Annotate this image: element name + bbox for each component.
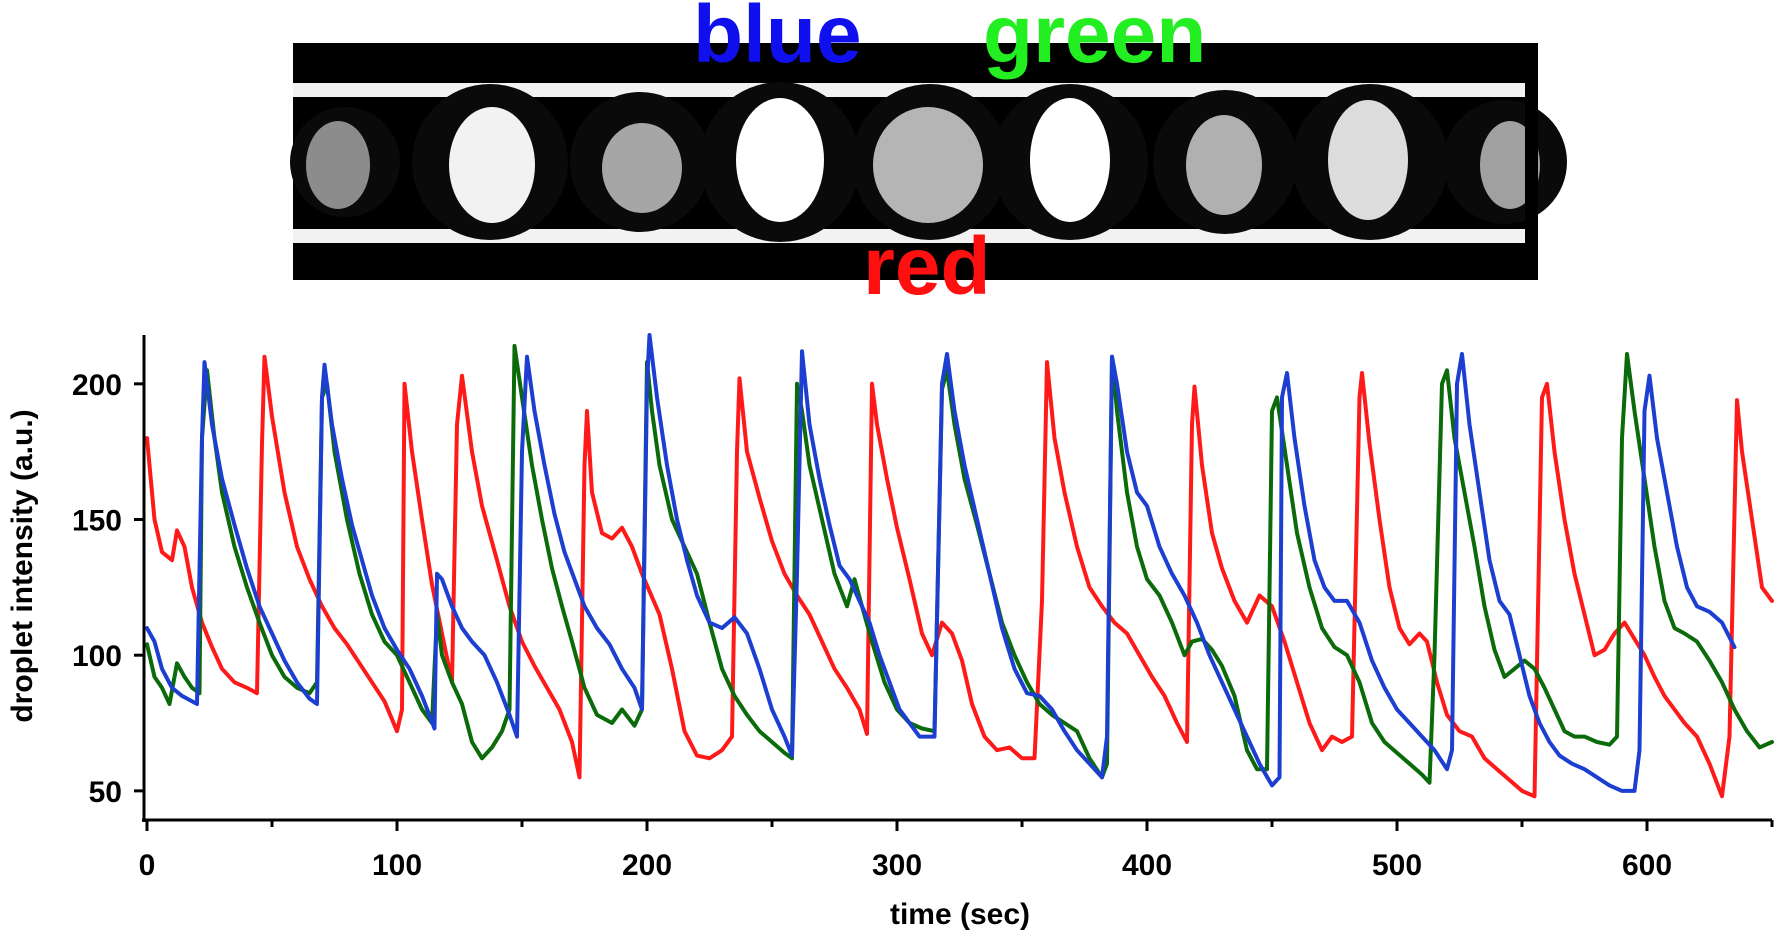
label-blue: blue [693,0,862,80]
x-tick-label-500: 500 [1372,849,1422,882]
label-green: green [983,0,1206,80]
droplet-7-content [1186,115,1262,215]
x-tick-label-200: 200 [622,849,672,882]
x-tick-label-600: 600 [1622,849,1672,882]
x-tick-label-0: 0 [139,849,156,882]
y-tick-label-100: 100 [72,640,122,673]
y-tick-label-50: 50 [89,776,122,809]
label-red: red [863,221,991,312]
y-tick-label-150: 150 [72,505,122,538]
droplet-5-content [873,107,983,223]
droplet-3-content [602,123,682,213]
x-tick-label-300: 300 [872,849,922,882]
droplet-6-content [1030,98,1110,222]
channel-right-border [1525,43,1538,280]
chart: 50 100 150 200 0 100 200 300 400 500 600 [72,333,1774,882]
droplet-4-content [736,98,824,222]
x-axis-title: time (sec) [890,898,1030,931]
series-layer [145,333,1774,799]
series-line-red [145,354,1774,799]
axes-layer: 50 100 150 200 0 100 200 300 400 500 600 [72,335,1774,882]
droplet-1-content [306,121,370,209]
droplets [290,82,1567,242]
y-axis-title: droplet intensity (a.u.) [6,409,39,722]
y-tick-label-200: 200 [72,369,122,402]
droplet-2-content [449,107,535,223]
x-tick-label-400: 400 [1122,849,1172,882]
droplet-8-content [1328,100,1408,220]
droplet-image [290,43,1567,280]
series-line-blue [145,333,1737,793]
x-tick-label-100: 100 [372,849,422,882]
